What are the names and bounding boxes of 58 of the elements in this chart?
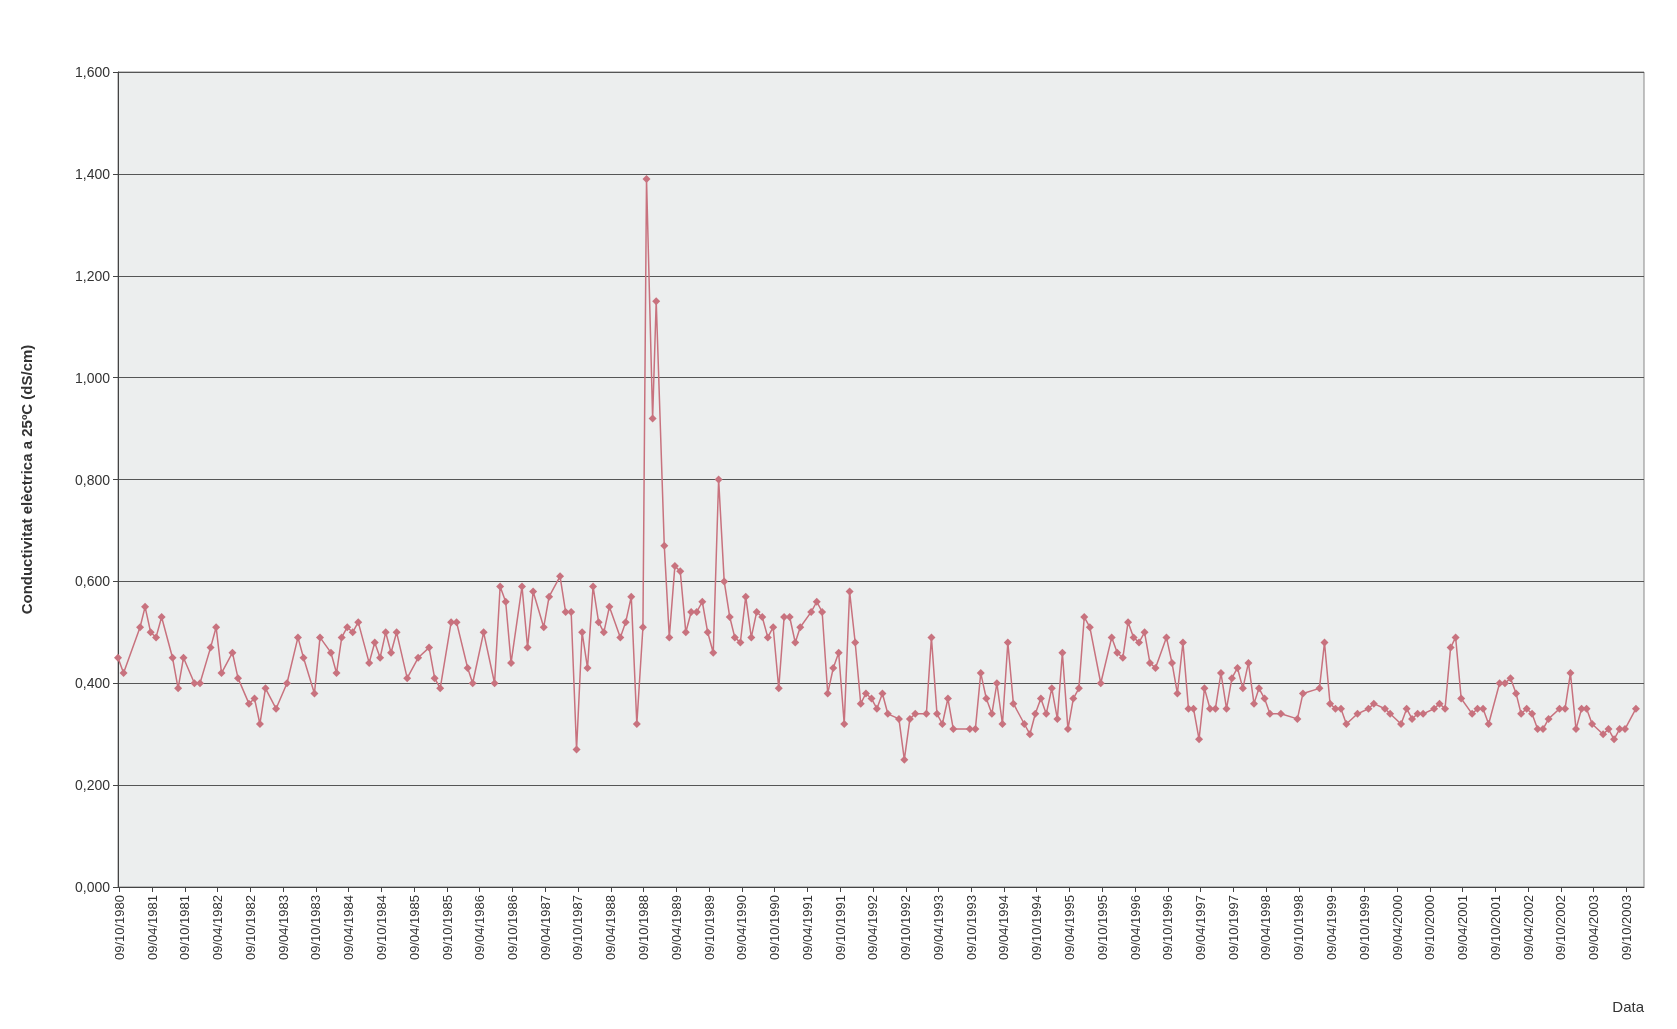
x-tick-label: 09/10/1997 (1225, 895, 1241, 961)
x-tick-label: 09/04/1989 (668, 895, 684, 961)
x-tick-label: 09/04/1981 (144, 895, 160, 961)
x-tick-label: 09/10/1992 (898, 895, 914, 961)
x-tick-label: 09/10/1995 (1094, 895, 1110, 961)
x-tick-label: 09/04/2002 (1520, 895, 1536, 961)
x-tick-label: 09/04/1992 (865, 895, 881, 961)
x-tick-label: 09/10/1993 (963, 895, 979, 961)
x-tick-label: 09/04/2000 (1389, 895, 1405, 961)
x-tick-label: 09/10/2002 (1553, 895, 1569, 961)
x-tick-label: 09/10/1999 (1356, 895, 1372, 961)
x-tick-label: 09/04/1990 (734, 895, 750, 961)
y-tick-label: 0,400 (74, 675, 111, 692)
x-tick-label: 09/04/1996 (1127, 895, 1143, 961)
y-axis-title: Conductivitat elèctrica a 25ºC (dS/cm) (18, 344, 35, 615)
x-axis-title: Data (1612, 998, 1645, 1015)
x-tick-label: 09/04/1982 (210, 895, 226, 961)
x-tick-label: 09/04/1983 (275, 895, 291, 961)
x-tick-label: 09/04/1999 (1323, 895, 1339, 961)
x-tick-label: 09/10/2003 (1618, 895, 1634, 961)
x-tick-label: 09/04/1998 (1258, 895, 1274, 961)
x-tick-label: 09/10/1988 (636, 895, 652, 961)
y-tick-label: 1,000 (74, 369, 111, 386)
x-tick-label: 09/04/1993 (930, 895, 946, 961)
x-tick-label: 09/04/1987 (537, 895, 553, 961)
x-tick-label: 09/10/1982 (242, 895, 258, 961)
y-tick-label: 1,600 (74, 64, 111, 80)
x-tick-label: 09/10/1985 (439, 895, 455, 961)
x-tick-label: 09/10/1983 (308, 895, 324, 961)
x-tick-label: 09/10/2001 (1487, 895, 1503, 961)
x-tick-label: 09/04/1997 (1193, 895, 1209, 961)
x-tick-label: 09/04/2003 (1586, 895, 1602, 961)
x-tick-label: 09/10/1990 (767, 895, 783, 961)
x-tick-label: 09/10/2000 (1422, 895, 1438, 961)
x-tick-label: 09/04/1995 (1061, 895, 1077, 961)
x-tick-label: 09/10/1987 (570, 895, 586, 961)
x-tick-label: 09/04/1984 (341, 895, 357, 961)
y-tick-label: 1,400 (74, 165, 111, 182)
x-tick-label: 09/10/1989 (701, 895, 717, 961)
x-tick-label: 09/04/1985 (406, 895, 422, 961)
x-tick-label: 09/10/1998 (1291, 895, 1307, 961)
x-tick-label: 09/10/1986 (505, 895, 521, 961)
y-tick-label: 0,000 (74, 879, 111, 895)
x-tick-label: 09/04/1991 (799, 895, 815, 961)
y-tick-label: 0,600 (74, 573, 111, 590)
x-tick-label: 09/04/1986 (472, 895, 488, 961)
x-tick-label: 09/10/1980 (111, 895, 127, 961)
y-tick-label: 0,200 (74, 777, 111, 794)
x-tick-label: 09/10/1984 (374, 895, 390, 961)
x-tick-label: 09/10/1981 (177, 895, 193, 961)
x-tick-label: 09/10/1994 (1029, 895, 1045, 961)
y-tick-label: 0,800 (74, 471, 111, 488)
x-tick-label: 09/04/1988 (603, 895, 619, 961)
x-tick-label: 09/04/2001 (1455, 895, 1471, 961)
x-tick-label: 09/04/1994 (996, 895, 1012, 961)
x-tick-label: 09/10/1996 (1160, 895, 1176, 961)
y-tick-label: 1,200 (74, 267, 111, 284)
x-tick-label: 09/10/1991 (832, 895, 848, 961)
